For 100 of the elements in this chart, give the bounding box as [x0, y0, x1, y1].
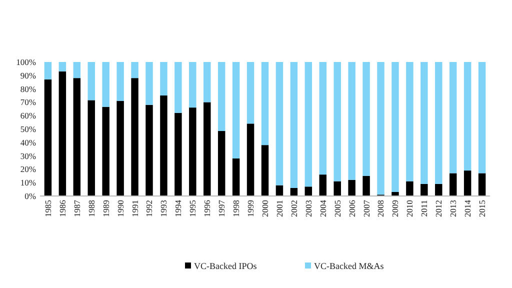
bar — [174, 62, 182, 113]
bar — [435, 184, 442, 196]
bar — [334, 181, 341, 196]
x-tick-label: 1985 — [42, 200, 53, 217]
bar — [304, 186, 312, 196]
bar — [189, 108, 196, 196]
bar — [290, 188, 298, 196]
x-tick-label: 1993 — [158, 200, 169, 217]
y-tick-label: 0% — [24, 190, 36, 201]
bar — [73, 78, 81, 196]
x-tick-label: 2001 — [274, 200, 284, 217]
bar — [131, 62, 138, 78]
x-tick-label: 2010 — [404, 200, 415, 217]
x-tick-label: 1988 — [86, 200, 96, 217]
y-tick-label: 10% — [20, 178, 36, 188]
bar — [131, 78, 138, 196]
bar — [377, 62, 384, 195]
bar — [420, 184, 428, 196]
bar — [319, 174, 326, 196]
bar — [116, 62, 124, 101]
bar — [348, 180, 356, 196]
bar — [246, 124, 254, 196]
x-tick-label: 2006 — [346, 200, 357, 217]
x-tick-label: 2000 — [260, 200, 270, 217]
bar — [174, 112, 182, 196]
bar — [464, 62, 472, 171]
bar — [160, 62, 168, 96]
y-tick-label: 20% — [20, 164, 36, 174]
y-tick-label: 80% — [20, 84, 36, 94]
x-tick-label: 1986 — [57, 200, 68, 217]
x-tick-label: 1996 — [202, 200, 212, 217]
bar — [435, 62, 442, 184]
bar — [392, 62, 399, 192]
bar — [218, 131, 226, 196]
x-tick-label: 2009 — [390, 200, 400, 217]
x-tick-label: 2014 — [462, 199, 473, 217]
x-tick-label: 1992 — [144, 200, 154, 217]
y-tick-label: 100% — [16, 56, 36, 67]
bar — [232, 62, 240, 158]
bar — [334, 62, 341, 182]
x-tick-label: 1999 — [246, 200, 256, 217]
bar — [204, 102, 211, 196]
bar — [73, 62, 81, 78]
bar — [478, 173, 486, 196]
bar — [290, 62, 298, 188]
bar — [146, 62, 153, 105]
x-tick-label: 2013 — [448, 200, 458, 217]
bar — [319, 62, 326, 175]
y-tick-label: 30% — [20, 150, 36, 161]
x-tick-label: 1997 — [216, 200, 227, 217]
x-tick-label: 1990 — [115, 200, 126, 217]
bar — [406, 62, 414, 182]
x-tick-label: 2012 — [434, 200, 444, 217]
y-tick-label: 70% — [20, 97, 36, 108]
x-tick-label: 1995 — [188, 200, 198, 217]
bar — [449, 62, 457, 174]
bar — [261, 145, 269, 196]
bar — [204, 62, 211, 102]
bar — [146, 104, 153, 196]
bar — [362, 176, 370, 196]
y-tick-label: 40% — [20, 137, 36, 148]
bar — [304, 62, 312, 187]
x-tick-label: 2004 — [318, 199, 328, 217]
x-tick-label: 1987 — [72, 200, 82, 217]
x-tick-label: 2011 — [419, 200, 430, 217]
bar — [88, 100, 95, 196]
bar — [44, 79, 52, 196]
x-tick-label: 2005 — [332, 200, 342, 217]
bar — [102, 62, 110, 107]
bar — [406, 181, 414, 196]
x-tick-label: 2003 — [303, 200, 314, 217]
bar — [218, 62, 226, 132]
bar — [392, 192, 399, 196]
legend-label: VC-Backed IPOs — [194, 261, 258, 272]
bar — [276, 185, 284, 196]
bar — [58, 71, 66, 196]
bar — [160, 96, 168, 196]
bar — [348, 62, 356, 180]
x-tick-label: 2008 — [376, 200, 386, 217]
bar — [44, 62, 52, 80]
x-tick-label: 1991 — [130, 200, 140, 217]
y-tick-label: 90% — [20, 70, 36, 80]
legend-label: VC-Backed M&As — [314, 261, 384, 272]
bar — [449, 173, 457, 196]
bar — [464, 170, 472, 196]
x-tick-label: 2007 — [361, 200, 372, 217]
x-tick-label: 1994 — [173, 199, 184, 217]
x-tick-label: 2015 — [477, 200, 488, 217]
bar — [261, 62, 269, 146]
y-tick-label: 60% — [20, 110, 36, 121]
x-tick-label: 2002 — [288, 200, 299, 217]
bar — [189, 62, 196, 108]
y-tick-label: 50% — [20, 124, 36, 134]
bar — [362, 62, 370, 176]
bar — [102, 106, 110, 196]
bar — [478, 62, 486, 174]
bar — [276, 62, 284, 186]
bar — [232, 158, 240, 196]
bar — [420, 62, 428, 184]
bar — [246, 62, 254, 124]
